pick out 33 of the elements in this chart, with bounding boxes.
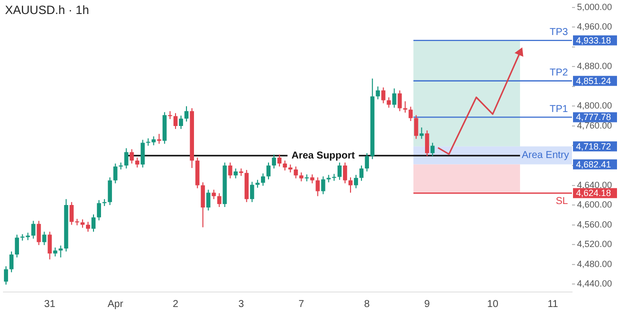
chart-title: XAUUSD.h · 1h	[5, 3, 90, 17]
x-tick-label: 3	[238, 298, 244, 310]
x-tick-label: Apr	[108, 298, 124, 310]
y-tick-label: 4,880.00	[577, 61, 612, 72]
y-tick-label: 4,760.00	[577, 120, 612, 130]
x-tick-label: 11	[548, 298, 558, 310]
text: 4,851.24	[576, 76, 612, 86]
y-tick-label: 4,560.00	[577, 219, 612, 230]
y-tick-label: 5,000.00	[577, 2, 612, 12]
y-tick-label: 4,960.00	[577, 22, 612, 32]
y-tick-label: 4,480.00	[577, 258, 612, 269]
text: 4,682.41	[576, 159, 612, 170]
y-tick-label: 4,800.00	[577, 100, 612, 111]
ref-line-label: Area Support	[292, 150, 356, 162]
text: 4,718.72	[576, 141, 612, 152]
x-tick-label: 7	[298, 298, 305, 310]
y-tick-label: 4,440.00	[577, 278, 612, 289]
x-tick-label: 2	[172, 298, 179, 310]
band-label: Area Entry	[522, 150, 569, 162]
text: 4,933.18	[576, 35, 612, 46]
text: 4,624.18	[576, 188, 612, 198]
y-tick-label: 4,640.00	[577, 180, 612, 190]
x-tick-label: 8	[364, 298, 370, 310]
ref-line-label: SL	[556, 196, 568, 207]
x-tick-label: 31	[44, 298, 56, 310]
text: 4,777.78	[576, 112, 612, 122]
y-tick-label: 4,600.00	[577, 200, 612, 210]
ref-line-label: TP1	[550, 104, 568, 115]
x-tick-label: 9	[424, 298, 430, 310]
x-tick-label: 10	[487, 298, 499, 310]
ref-line-label: TP3	[550, 27, 568, 38]
ref-line-label: TP2	[550, 68, 568, 79]
y-tick-label: 4,520.00	[577, 239, 612, 250]
